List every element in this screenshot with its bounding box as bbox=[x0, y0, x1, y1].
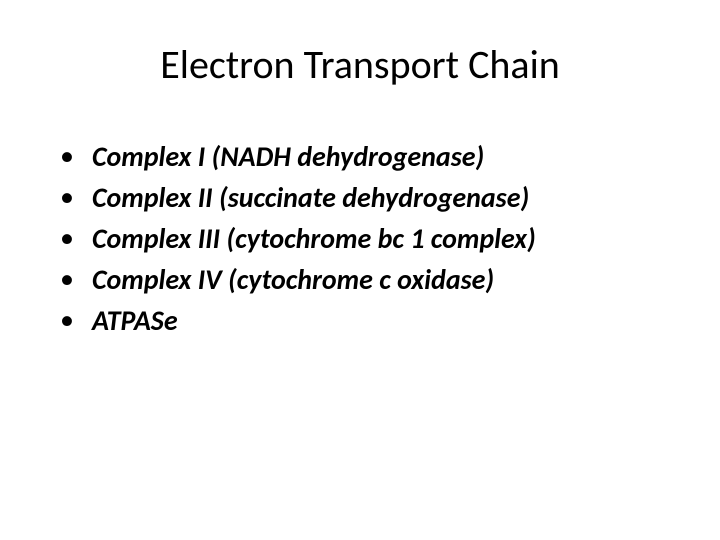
list-item: • Complex I (NADH dehydrogenase) bbox=[60, 139, 670, 174]
list-item: • Complex IV (cytochrome c oxidase) bbox=[60, 262, 670, 297]
bullet-icon: • bbox=[60, 180, 74, 214]
bullet-text: Complex IV (cytochrome c oxidase) bbox=[92, 262, 494, 297]
slide-container: Electron Transport Chain • Complex I (NA… bbox=[0, 0, 720, 540]
bullet-text: Complex II (succinate dehydrogenase) bbox=[92, 180, 529, 215]
bullet-list: • Complex I (NADH dehydrogenase) • Compl… bbox=[50, 139, 670, 338]
bullet-text: Complex III (cytochrome bc 1 complex) bbox=[92, 221, 536, 256]
list-item: • ATPASe bbox=[60, 303, 670, 338]
bullet-icon: • bbox=[60, 262, 74, 296]
bullet-icon: • bbox=[60, 303, 74, 337]
bullet-text: ATPASe bbox=[92, 303, 178, 338]
list-item: • Complex II (succinate dehydrogenase) bbox=[60, 180, 670, 215]
list-item: • Complex III (cytochrome bc 1 complex) bbox=[60, 221, 670, 256]
bullet-text: Complex I (NADH dehydrogenase) bbox=[92, 139, 484, 174]
bullet-icon: • bbox=[60, 139, 74, 173]
slide-title: Electron Transport Chain bbox=[50, 40, 670, 89]
bullet-icon: • bbox=[60, 221, 74, 255]
